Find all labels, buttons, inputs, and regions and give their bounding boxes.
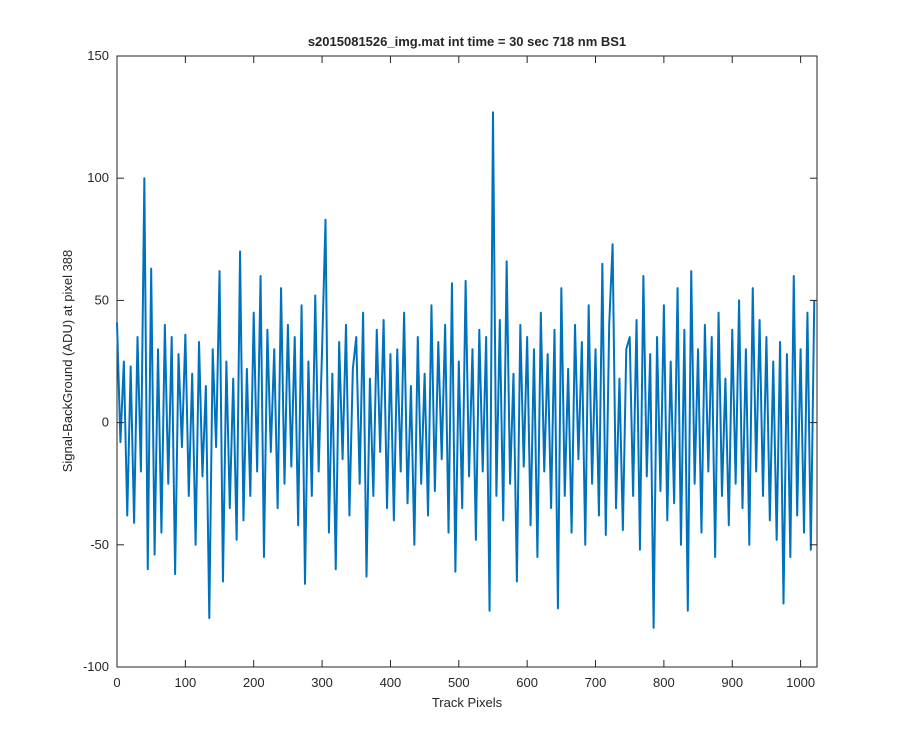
x-tick-label: 700 [585, 675, 607, 690]
data-line [116, 111, 816, 629]
y-axis-label: Signal-BackGround (ADU) at pixel 388 [60, 250, 75, 473]
x-tick-label: 900 [721, 675, 743, 690]
x-axis-label: Track Pixels [432, 695, 503, 710]
x-tick-label: 200 [243, 675, 265, 690]
y-tick-label: -100 [83, 659, 109, 674]
x-tick-label: 1000 [786, 675, 815, 690]
x-tick-label: 800 [653, 675, 675, 690]
y-tick-label: 100 [87, 170, 109, 185]
x-tick-label: 300 [311, 675, 333, 690]
x-tick-label: 100 [175, 675, 197, 690]
x-tick-label: 0 [113, 675, 120, 690]
y-tick-label: 50 [95, 292, 109, 307]
y-tick-label: 0 [102, 415, 109, 430]
x-tick-label: 600 [516, 675, 538, 690]
x-tick-label: 500 [448, 675, 470, 690]
y-tick-label: -50 [90, 537, 109, 552]
y-tick-label: 150 [87, 48, 109, 63]
x-tick-label: 400 [380, 675, 402, 690]
chart-title: s2015081526_img.mat int time = 30 sec 71… [308, 34, 626, 49]
